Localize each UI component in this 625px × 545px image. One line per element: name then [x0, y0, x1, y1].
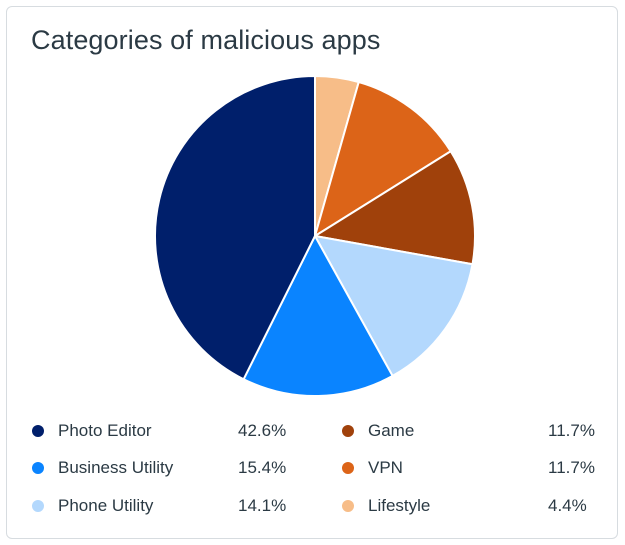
- legend-item-vpn: VPN 11.7%: [342, 456, 595, 480]
- legend-swatch-phone-utility: [32, 500, 44, 512]
- legend-value-photo-editor: 42.6%: [238, 421, 287, 440]
- legend-label-lifestyle: Lifestyle: [368, 496, 431, 515]
- legend-item-lifestyle: Lifestyle 4.4%: [342, 494, 587, 518]
- legend-swatch-vpn: [342, 462, 354, 474]
- legend-value-phone-utility: 14.1%: [238, 496, 287, 515]
- legend-swatch-business-utility: [32, 462, 44, 474]
- legend-label-game: Game: [368, 421, 415, 440]
- legend-label-phone-utility: Phone Utility: [58, 496, 154, 515]
- legend-swatch-game: [342, 425, 354, 437]
- legend-swatch-photo-editor: [32, 425, 44, 437]
- legend-label-vpn: VPN: [368, 458, 403, 477]
- legend-item-business-utility: Business Utility 15.4%: [32, 456, 286, 480]
- legend-value-business-utility: 15.4%: [238, 458, 287, 477]
- legend-value-lifestyle: 4.4%: [548, 496, 587, 515]
- legend-label-business-utility: Business Utility: [58, 458, 174, 477]
- legend-swatch-lifestyle: [342, 500, 354, 512]
- legend-item-phone-utility: Phone Utility 14.1%: [32, 494, 286, 518]
- legend-value-game: 11.7%: [548, 421, 595, 440]
- legend-label-photo-editor: Photo Editor: [58, 421, 152, 440]
- chart-title: Categories of malicious apps: [31, 25, 381, 55]
- legend-value-vpn: 11.7%: [548, 458, 595, 477]
- legend-item-game: Game 11.7%: [342, 419, 595, 443]
- legend-item-photo-editor: Photo Editor 42.6%: [32, 419, 286, 443]
